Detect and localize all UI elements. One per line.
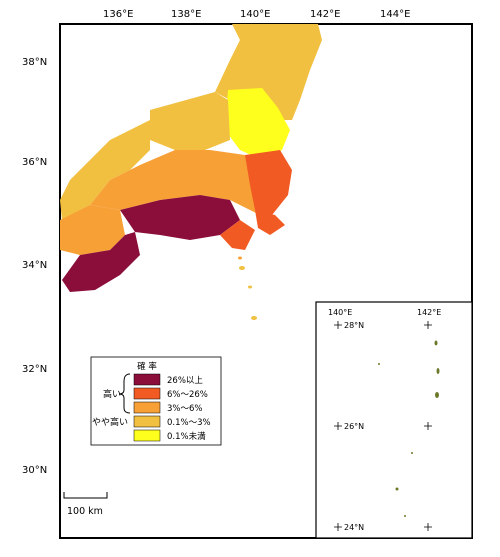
inset-map: 140°E 142°E 28°N 26°N 24°N [315,301,473,539]
lon-tick-label: 138°E [171,9,201,20]
region-kanto [245,150,292,215]
legend-title: 確 率 [137,361,157,372]
legend-swatch-1 [133,387,161,400]
inset-island [404,515,406,517]
land-regions [60,24,322,292]
lat-tick-label: 34°N [22,260,47,271]
lon-tick-label: 140°E [240,9,270,20]
inset-lat-label: 26°N [344,422,364,431]
region-kinki [60,205,125,255]
region-izu [220,220,255,250]
islands [238,256,257,320]
legend-label-1: 6%～26% [167,390,208,400]
legend-swatch-2 [133,401,161,414]
region-north-yellow [225,88,290,160]
island [248,285,252,289]
lat-ticks: 38°N 36°N 34°N 32°N 30°N [22,57,47,476]
lat-tick-label: 36°N [22,157,47,168]
inset-island [435,392,439,398]
legend: 確 率 26%以上 6%～26% 3%～6% 0.1%～3% 0.1%未満 高い… [90,356,222,446]
inset-island [395,487,399,491]
inset-cross [424,523,432,531]
island [238,256,242,260]
lat-tick-label: 30°N [22,465,47,476]
island [251,316,257,320]
inset-cross [424,422,432,430]
inset-lon-label: 140°E [328,308,352,317]
legend-swatch-0 [133,373,161,386]
legend-label-4: 0.1%未満 [167,431,206,442]
lon-tick-label: 136°E [103,9,133,20]
region-kii [62,232,140,292]
inset-island [411,452,413,454]
legend-group-high: 高い [103,388,121,400]
inset-cross [424,321,432,329]
region-tokai [120,195,240,240]
inset-cross [334,422,342,430]
inset-island [434,340,438,346]
inset-lat-label: 28°N [344,321,364,330]
legend-swatch-4 [133,429,161,442]
legend-brace [118,373,131,414]
region-central-north [150,92,230,150]
scale-bar-label: 100 km [67,506,103,517]
region-chubu [90,150,290,215]
inset-lon-label: 142°E [417,308,441,317]
island [239,266,245,270]
inset-crosses [334,321,432,531]
inset-island [378,363,380,365]
scale-bar: 100 km [63,492,108,517]
inset-island [436,368,440,374]
legend-label-2: 3%～6% [167,404,202,414]
region-boso [255,210,285,235]
inset-cross [334,523,342,531]
legend-label-3: 0.1%～3% [167,418,211,428]
lon-ticks: 136°E 138°E 140°E 142°E 144°E [103,9,410,20]
inset-islands [378,340,440,517]
lat-tick-label: 32°N [22,364,47,375]
legend-label-0: 26%以上 [167,376,203,386]
region-hokuriku [60,120,150,220]
scale-bar-line [63,492,108,499]
legend-group-mid: やや高い [92,416,128,428]
lat-tick-label: 38°N [22,57,47,68]
inset-lat-label: 24°N [344,523,364,532]
inset-frame [315,301,473,539]
inset-cross [334,321,342,329]
lon-tick-label: 144°E [380,9,410,20]
lon-tick-label: 142°E [310,9,340,20]
legend-swatch-3 [133,415,161,428]
